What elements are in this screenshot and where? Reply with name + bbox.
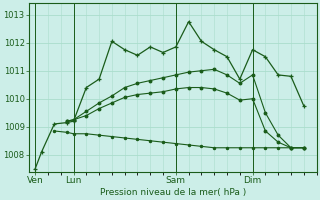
X-axis label: Pression niveau de la mer( hPa ): Pression niveau de la mer( hPa ) <box>100 188 246 197</box>
